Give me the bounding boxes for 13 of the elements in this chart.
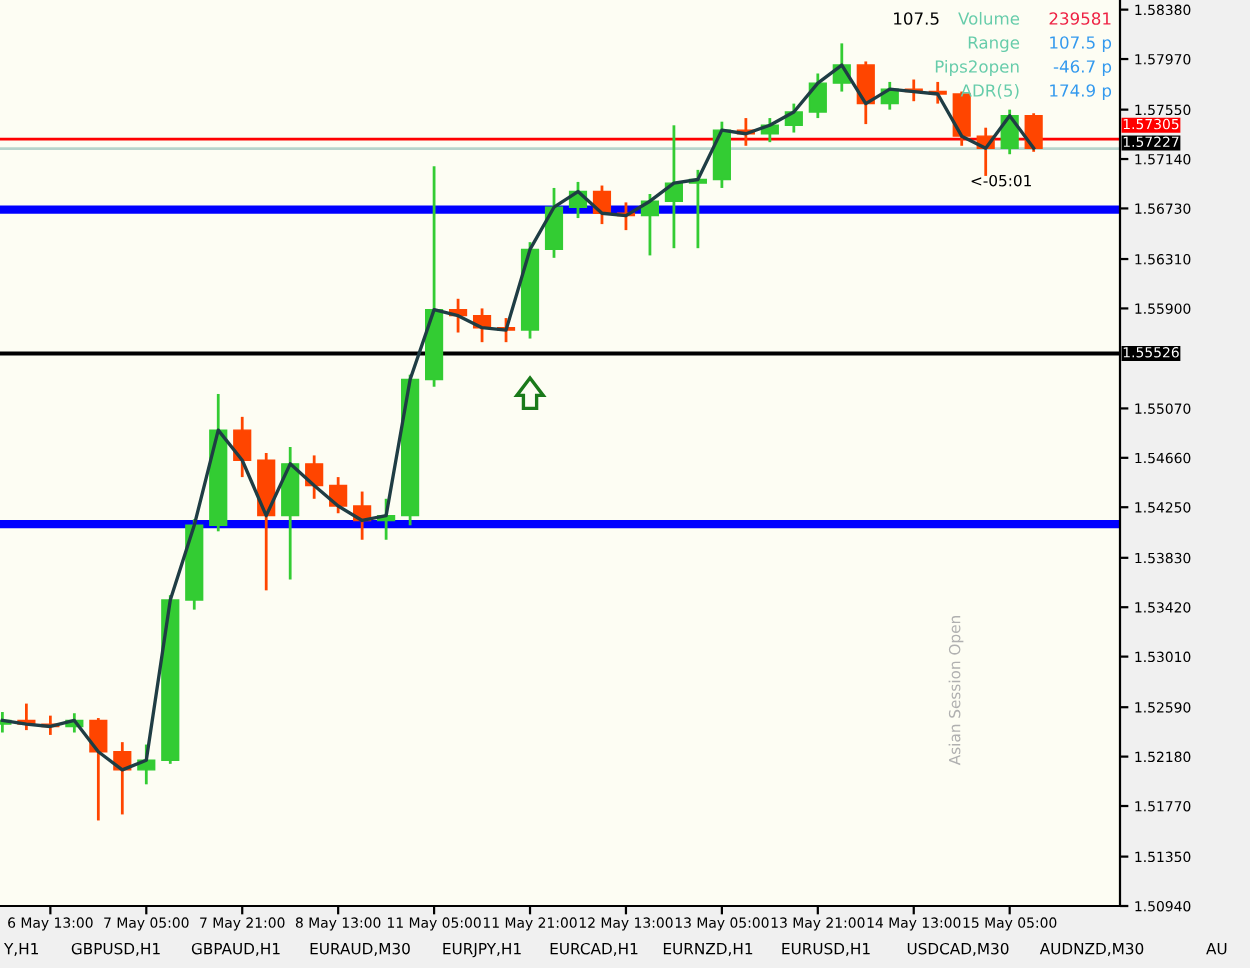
candlestick <box>544 186 564 260</box>
annotation: Range <box>968 36 1020 53</box>
candlestick <box>1024 111 1043 154</box>
candlestick <box>808 72 827 120</box>
text: 174.9 p <box>1050 84 1112 101</box>
annotation: ADR(5) <box>960 83 1019 99</box>
text: -46.7 p <box>1053 60 1112 77</box>
candlestick <box>233 415 252 479</box>
annotation: 107.5 <box>894 12 939 25</box>
annotation: Pips2open <box>935 59 1019 77</box>
text: 107.5 p <box>1050 36 1112 53</box>
annotation: Volume <box>958 11 1020 25</box>
text: 239581 <box>1049 12 1111 25</box>
